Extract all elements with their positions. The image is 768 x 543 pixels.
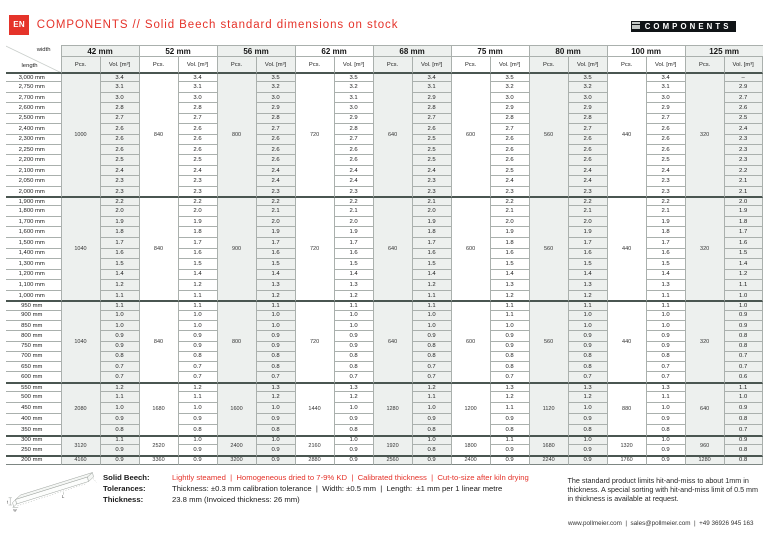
svg-text:t: t	[7, 500, 9, 505]
svg-text:w: w	[13, 507, 17, 512]
svg-text:L: L	[62, 494, 65, 499]
